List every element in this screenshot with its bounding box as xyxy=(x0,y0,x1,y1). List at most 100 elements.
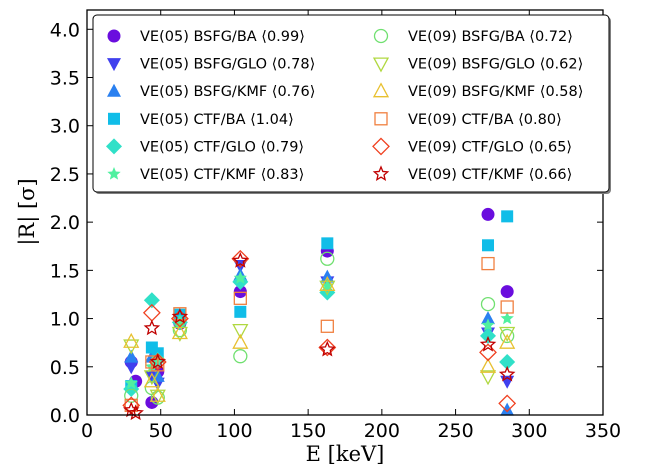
data-point xyxy=(319,340,336,357)
y-tick-label: 0.0 xyxy=(50,405,80,427)
data-point xyxy=(501,210,514,223)
data-point xyxy=(321,237,334,250)
legend-entry: VE(05) BSFG/KMF ⟨0.76⟩ xyxy=(140,84,315,100)
legend-marker xyxy=(374,112,388,126)
data-point xyxy=(233,271,247,284)
data-point xyxy=(498,394,517,413)
data-point xyxy=(500,300,514,314)
legend-marker xyxy=(373,28,389,44)
data-point xyxy=(171,326,188,342)
x-tick-label: 0 xyxy=(81,420,93,442)
y-axis-label: |R| [σ] xyxy=(15,178,40,245)
data-point xyxy=(479,335,497,352)
y-tick-label: 3.5 xyxy=(50,68,80,90)
data-point xyxy=(318,338,337,357)
legend-marker xyxy=(372,165,390,182)
data-point xyxy=(499,326,516,342)
data-point xyxy=(143,319,161,336)
data-point xyxy=(499,333,516,349)
data-point xyxy=(171,324,188,340)
legend-marker xyxy=(107,83,121,97)
data-point xyxy=(149,386,166,402)
x-tick-label: 350 xyxy=(585,420,621,442)
legend-entry: VE(09) CTF/GLO ⟨0.65⟩ xyxy=(408,139,572,155)
x-tick-label: 250 xyxy=(437,420,473,442)
legend-entry: VE(05) BSFG/BA ⟨0.99⟩ xyxy=(140,29,305,45)
y-tick-label: 2.5 xyxy=(50,164,80,186)
data-point xyxy=(500,402,515,416)
data-point xyxy=(124,376,138,389)
data-point xyxy=(479,370,497,386)
data-point xyxy=(479,343,497,362)
legend-entry: VE(09) CTF/BA ⟨0.80⟩ xyxy=(408,112,562,128)
data-point xyxy=(481,207,495,221)
data-point xyxy=(124,361,139,375)
x-tick-label: 100 xyxy=(216,420,252,442)
legend-marker xyxy=(108,112,120,125)
data-point xyxy=(500,285,514,299)
data-point xyxy=(499,353,516,370)
data-point xyxy=(319,280,336,296)
legend-entry: VE(09) BSFG/GLO ⟨0.62⟩ xyxy=(408,57,583,73)
x-tick-label: 150 xyxy=(290,420,326,442)
y-tick-label: 0.5 xyxy=(50,357,80,379)
y-tick-label: 1.5 xyxy=(50,260,80,282)
data-point xyxy=(171,307,189,324)
data-point xyxy=(233,285,247,299)
data-point xyxy=(143,372,160,388)
data-point xyxy=(498,365,516,382)
data-point xyxy=(481,256,495,271)
legend-entry: VE(09) CTF/KMF ⟨0.66⟩ xyxy=(408,167,572,183)
data-point xyxy=(143,292,160,309)
y-tick-label: 3.0 xyxy=(50,116,80,138)
data-point xyxy=(232,333,249,349)
x-axis-label: E [keV] xyxy=(306,442,385,466)
x-tick-label: 50 xyxy=(149,420,173,442)
data-point xyxy=(320,251,335,266)
legend-marker xyxy=(372,82,390,98)
data-point xyxy=(500,311,514,325)
legend-box xyxy=(92,14,610,193)
data-point xyxy=(149,353,167,370)
y-tick-label: 4.0 xyxy=(50,19,80,41)
data-point xyxy=(481,311,496,325)
data-point xyxy=(481,318,495,331)
data-point xyxy=(480,296,496,312)
legend-entry: VE(05) BSFG/GLO ⟨0.78⟩ xyxy=(140,57,315,73)
data-point xyxy=(320,319,334,333)
legend-marker xyxy=(372,137,390,156)
legend-entry: VE(05) CTF/BA ⟨1.04⟩ xyxy=(140,112,294,128)
data-point xyxy=(127,404,144,421)
data-point xyxy=(234,305,247,318)
data-point xyxy=(480,327,497,344)
legend-marker xyxy=(372,57,390,73)
data-point xyxy=(319,275,336,291)
data-point xyxy=(500,328,515,344)
data-point xyxy=(124,349,139,363)
data-point xyxy=(172,322,188,338)
legend-marker xyxy=(107,167,121,180)
plot-frame xyxy=(86,9,604,416)
legend-entry: VE(09) BSFG/KMF ⟨0.58⟩ xyxy=(408,84,583,100)
x-tick-label: 300 xyxy=(511,420,547,442)
data-point xyxy=(123,332,140,348)
legend: VE(05) BSFG/BA ⟨0.99⟩ VE(05) BSFG/GLO ⟨0.… xyxy=(92,14,611,194)
chart-marks xyxy=(122,207,517,421)
data-point xyxy=(482,239,495,252)
y-tick-label: 2.0 xyxy=(50,212,80,234)
x-tick-label: 200 xyxy=(364,420,400,442)
legend-marker xyxy=(106,138,122,155)
legend-marker xyxy=(107,29,121,43)
y-tick-label: 1.0 xyxy=(50,309,80,331)
data-point xyxy=(232,252,249,268)
axis-ticks: 0 50 100 150 200 250 300 350 0.0 0.5 1.0 1.5 2.0 2.5 3… xyxy=(50,10,621,442)
legend-entry: VE(05) CTF/GLO ⟨0.79⟩ xyxy=(140,139,304,155)
data-point xyxy=(479,357,497,373)
data-point xyxy=(149,389,166,405)
data-point xyxy=(231,249,250,268)
legend-entry: VE(05) CTF/KMF ⟨0.83⟩ xyxy=(140,167,304,183)
data-point xyxy=(232,323,249,340)
legend-entry: VE(09) BSFG/BA ⟨0.72⟩ xyxy=(408,29,573,45)
legend-marker xyxy=(107,58,121,72)
